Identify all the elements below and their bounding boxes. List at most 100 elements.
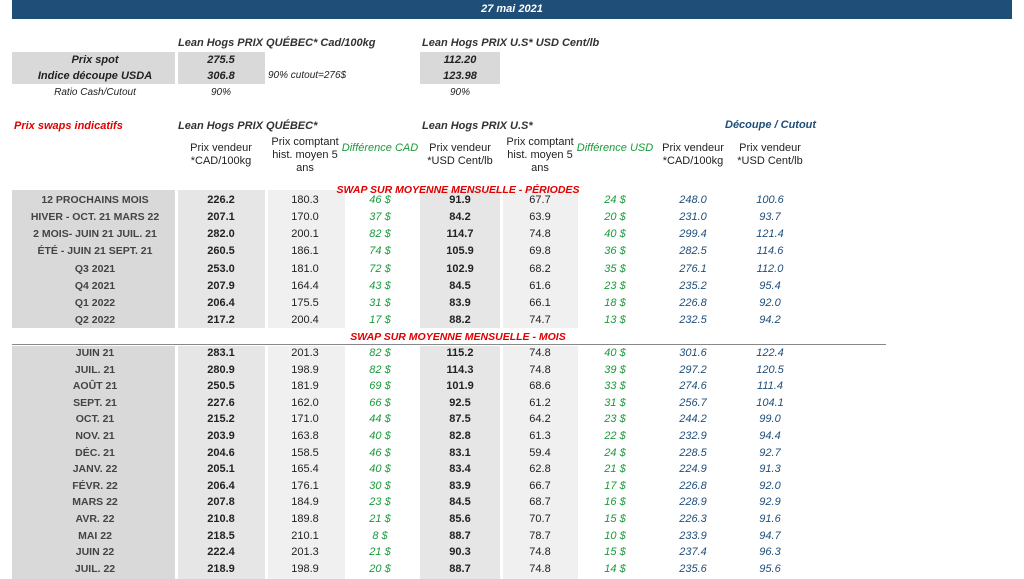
cell: 21 $ [604,463,626,476]
value-bg [420,52,500,84]
cell: 93.7 [759,211,781,224]
row-label: Ratio Cash/Cutout [54,87,136,98]
cell: 92.7 [759,446,781,459]
value-bg [178,52,265,84]
cell: 24 $ [604,446,626,459]
cell: 83.4 [449,463,471,476]
cell: 61.3 [529,430,551,442]
cell: 228.5 [679,446,707,459]
cutout-group: Découpe / Cutout [725,119,817,131]
quebec-value: 275.5 [207,54,235,66]
cell: 176.1 [291,479,319,492]
cell: 87.5 [449,413,471,426]
row-label: OCT. 21 [75,413,115,426]
cell: 82.8 [449,430,471,442]
cell: 33 $ [604,380,626,393]
cell: 207.8 [207,496,235,509]
cell: 115.2 [446,347,474,359]
cell: 46 $ [369,446,391,459]
cell: 91.9 [449,194,471,206]
cell: 112.0 [756,262,784,275]
cell: 165.4 [291,463,319,476]
cell: 83.9 [449,479,471,492]
cell: 61.6 [529,279,551,292]
cell: 74.8 [529,228,551,241]
cell: 66 $ [369,396,391,409]
cell: 228.9 [679,496,707,509]
cell: 232.5 [679,314,707,327]
cell: 231.0 [679,211,707,224]
cell: 250.5 [207,380,235,393]
cell: 224.9 [679,463,707,476]
cell: 68.7 [529,496,551,509]
cell: 91.6 [759,513,781,525]
cell: 82 $ [369,347,391,359]
cell: 94.7 [759,529,781,542]
cell: 114.7 [446,228,474,241]
divider [12,344,886,345]
col-bg [503,190,578,328]
cell: 66.7 [529,479,551,492]
col-bg [420,346,500,579]
cell: 205.1 [207,463,235,476]
cell: 22 $ [604,430,626,442]
column-header: Différence CAD [341,142,419,154]
quebec-title: Lean Hogs PRIX QUÉBEC* Cad/100kg [178,37,376,49]
us-value: 90% [449,87,471,98]
cell: 88.2 [449,314,471,327]
cell: 170.0 [291,211,319,224]
row-label: JUIN 22 [75,546,115,559]
row-label: JANV. 22 [72,463,118,476]
cell: 92.9 [759,496,781,509]
cell: 17 $ [369,314,391,327]
cell: 207.9 [207,279,235,292]
cell: 83.1 [449,446,471,459]
cell: 23 $ [604,413,626,426]
cell: 20 $ [369,562,391,575]
cell: 210.8 [207,513,235,525]
cell: 171.0 [291,413,319,426]
cell: 282.5 [679,245,707,258]
cell: 102.9 [446,262,474,275]
cell: 90.3 [449,546,471,559]
cell: 40 $ [369,430,391,442]
row-label: JUIN 21 [75,347,115,359]
cell: 59.4 [529,446,551,459]
row-label: FÉVR. 22 [72,479,118,492]
row-label: AOÛT 21 [72,380,118,393]
cell: 274.6 [679,380,707,393]
cell: 299.4 [679,228,707,241]
cell: 99.0 [759,413,781,426]
row-label: Q2 2022 [74,314,116,327]
cell: 88.7 [449,562,471,575]
us-value: 112.20 [443,54,477,66]
cell: 280.9 [207,363,235,376]
section-title: SWAP SUR MOYENNE MENSUELLE - PÉRIODES [336,184,580,196]
cell: 16 $ [604,496,626,509]
column-header: Prix vendeur *CAD/100kg [190,142,252,167]
cell: 253.0 [207,262,235,275]
cell: 198.9 [291,363,319,376]
cell: 222.4 [207,546,235,559]
cell: 200.4 [291,314,319,327]
cell: 232.9 [679,430,707,442]
cell: 218.5 [207,529,235,542]
cell: 226.8 [679,479,707,492]
cell: 92.5 [449,396,471,409]
cell: 13 $ [604,314,626,327]
cell: 180.3 [291,194,319,206]
column-header: Différence USD [576,142,654,154]
row-label: ÉTÉ - JUIN 21 SEPT. 21 [37,245,153,258]
cell: 35 $ [604,262,626,275]
cell: 23 $ [604,279,626,292]
cell: 163.8 [291,430,319,442]
cell: 235.2 [679,279,707,292]
cell: 227.6 [207,396,235,409]
cell: 91.3 [759,463,781,476]
col-bg [268,190,345,328]
cell: 226.3 [679,513,707,525]
note: 90% cutout=276$ [268,70,347,81]
cell: 162.0 [291,396,319,409]
cell: 92.0 [759,296,781,309]
